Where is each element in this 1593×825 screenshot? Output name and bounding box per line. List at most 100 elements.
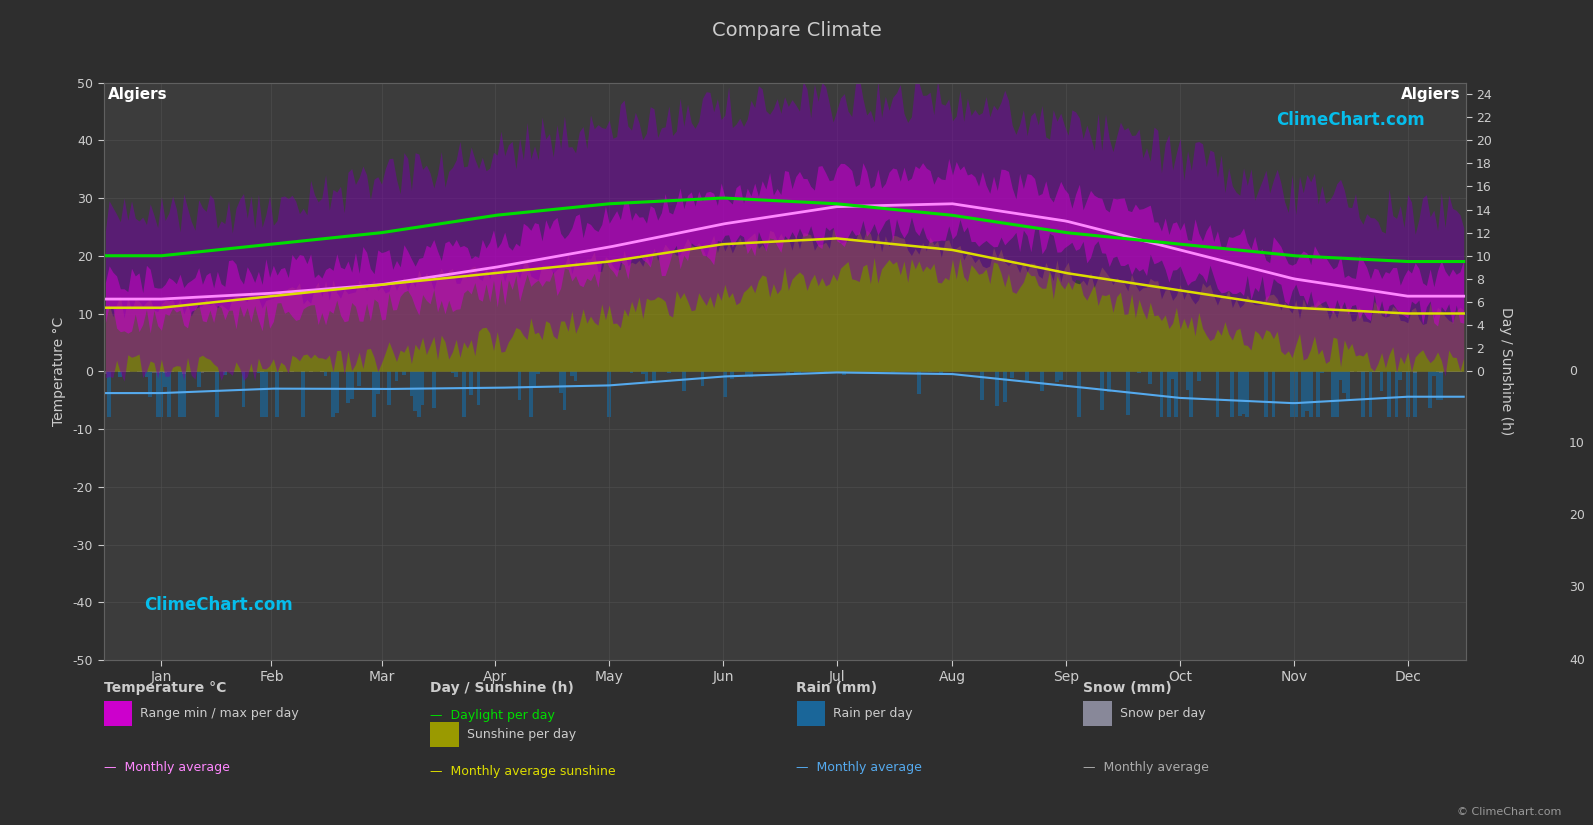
Bar (1059, 371, 1063, 380)
Bar (237, 371, 242, 372)
Bar (145, 371, 148, 377)
Bar (1196, 371, 1201, 381)
Bar (264, 371, 268, 417)
Bar (1004, 371, 1007, 402)
Bar (1290, 371, 1294, 417)
Bar (331, 371, 335, 417)
Text: 10: 10 (1569, 437, 1585, 450)
Bar (395, 371, 398, 381)
Bar (215, 371, 220, 417)
Bar (996, 371, 999, 406)
Bar (107, 371, 112, 417)
Bar (118, 371, 123, 377)
Bar (178, 371, 182, 417)
Bar (401, 371, 406, 375)
Bar (798, 371, 801, 373)
Bar (323, 371, 328, 376)
Text: 20: 20 (1569, 509, 1585, 522)
Bar (242, 371, 245, 408)
Bar (151, 371, 156, 373)
Bar (476, 371, 481, 405)
Bar (167, 371, 170, 417)
Bar (746, 371, 749, 375)
Text: —  Monthly average sunshine: — Monthly average sunshine (430, 765, 616, 778)
Bar (421, 371, 424, 405)
Bar (162, 371, 167, 387)
Y-axis label: Temperature °C: Temperature °C (51, 317, 65, 426)
Bar (1185, 371, 1190, 390)
Bar (562, 371, 566, 411)
Bar (1168, 371, 1171, 417)
Bar (532, 371, 537, 389)
Bar (1368, 371, 1372, 417)
Bar (1171, 371, 1174, 379)
Bar (1241, 371, 1246, 414)
Bar (1246, 371, 1249, 417)
Text: © ClimeChart.com: © ClimeChart.com (1456, 807, 1561, 817)
Bar (1360, 371, 1365, 417)
Bar (980, 371, 984, 400)
Bar (1126, 371, 1129, 415)
Bar (409, 371, 413, 396)
Bar (256, 371, 260, 373)
Bar (667, 371, 671, 373)
Text: 30: 30 (1569, 582, 1585, 594)
Text: 40: 40 (1569, 653, 1585, 667)
Bar (1305, 371, 1309, 411)
Bar (1413, 371, 1418, 373)
Bar (1407, 371, 1410, 417)
Bar (1432, 371, 1435, 375)
Bar (335, 371, 339, 413)
Bar (1294, 371, 1298, 417)
Bar (1388, 371, 1391, 417)
Bar (529, 371, 532, 417)
Bar (1454, 371, 1458, 372)
Bar (1301, 371, 1305, 417)
Bar (1271, 371, 1276, 417)
Bar (159, 371, 162, 417)
Bar (376, 371, 379, 394)
Bar (701, 371, 704, 386)
Bar (346, 371, 350, 403)
Bar (1055, 371, 1059, 382)
Bar (749, 371, 753, 377)
Bar (1440, 371, 1443, 400)
Bar (1332, 371, 1335, 417)
Y-axis label: Day / Sunshine (h): Day / Sunshine (h) (1499, 307, 1513, 436)
Text: Rain (mm): Rain (mm) (796, 681, 878, 695)
Text: —  Monthly average: — Monthly average (1083, 761, 1209, 774)
Bar (573, 371, 577, 381)
Bar (451, 371, 454, 373)
Bar (1321, 371, 1324, 373)
Bar (182, 371, 186, 417)
Bar (234, 371, 237, 372)
Text: Compare Climate: Compare Climate (712, 21, 881, 40)
Text: ClimeChart.com: ClimeChart.com (1276, 111, 1424, 130)
Text: —  Monthly average: — Monthly average (104, 761, 229, 774)
Text: Range min / max per day: Range min / max per day (140, 707, 299, 720)
Text: Snow per day: Snow per day (1120, 707, 1206, 720)
Bar (126, 371, 129, 372)
Bar (1335, 371, 1338, 417)
Bar (787, 371, 790, 375)
Bar (301, 371, 304, 417)
Bar (723, 371, 726, 397)
Text: Snow (mm): Snow (mm) (1083, 681, 1172, 695)
Bar (824, 371, 827, 373)
Bar (454, 371, 459, 377)
Bar (350, 371, 354, 398)
Bar (793, 371, 798, 373)
Bar (1137, 371, 1141, 373)
Bar (260, 371, 264, 417)
Bar (276, 371, 279, 417)
Bar (1346, 371, 1349, 398)
Bar (1040, 371, 1043, 391)
Bar (1380, 371, 1383, 391)
Bar (387, 371, 390, 405)
Bar (1215, 371, 1219, 417)
Bar (1238, 371, 1241, 417)
Bar (1394, 371, 1399, 417)
Bar (253, 371, 256, 372)
Text: —  Daylight per day: — Daylight per day (430, 709, 554, 722)
Bar (417, 371, 421, 417)
